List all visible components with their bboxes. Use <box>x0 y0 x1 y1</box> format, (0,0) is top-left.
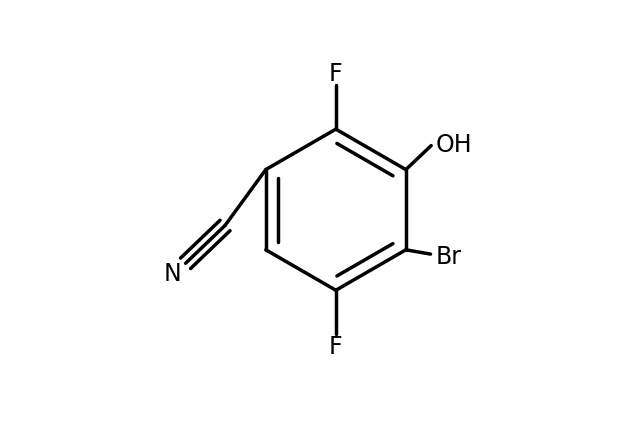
Text: OH: OH <box>436 132 472 157</box>
Text: Br: Br <box>435 244 461 268</box>
Text: F: F <box>329 334 343 358</box>
Text: F: F <box>329 62 343 86</box>
Text: N: N <box>164 262 181 285</box>
